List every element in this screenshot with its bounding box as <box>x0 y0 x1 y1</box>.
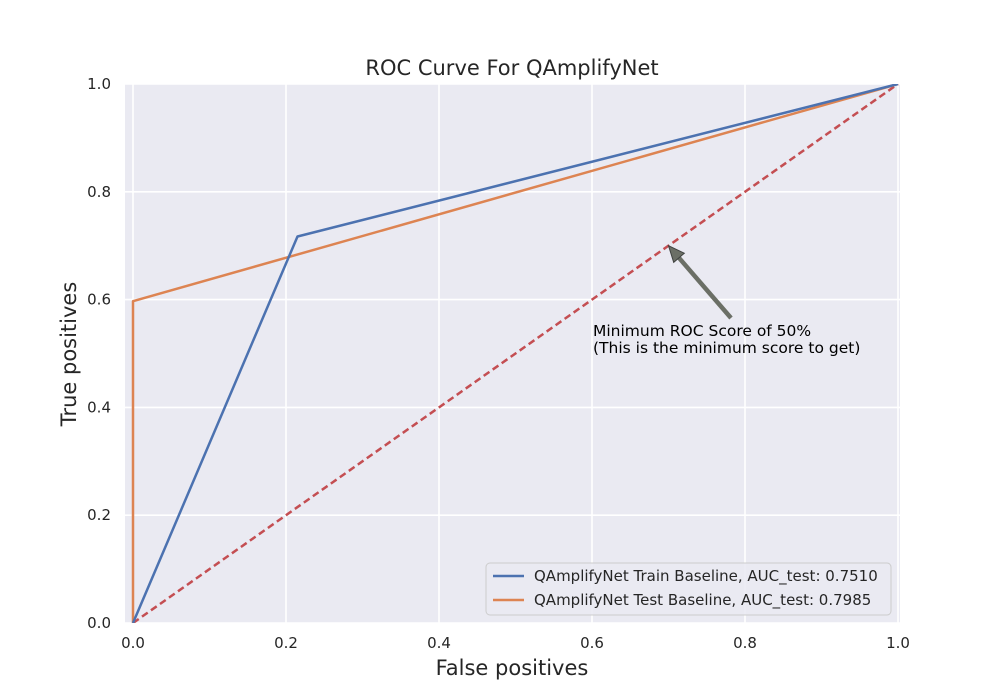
plot-background <box>125 84 900 623</box>
legend-label-test: QAmplifyNet Test Baseline, AUC_test: 0.7… <box>534 591 871 610</box>
y-tick-label: 0.8 <box>87 183 111 201</box>
annotation-line-2: (This is the minimum score to get) <box>593 339 860 357</box>
y-tick-labels: 0.0 0.2 0.4 0.6 0.8 1.0 <box>87 75 111 632</box>
x-tick-label: 0.2 <box>274 634 298 652</box>
annotation-arrow-head <box>667 244 686 264</box>
y-tick-label: 1.0 <box>87 75 111 93</box>
annotation-line-1: Minimum ROC Score of 50% <box>593 322 811 340</box>
grid <box>125 83 900 624</box>
annotation: Minimum ROC Score of 50% (This is the mi… <box>593 244 860 357</box>
x-tick-label: 0.8 <box>733 634 757 652</box>
x-tick-label: 0.0 <box>121 634 145 652</box>
y-tick-label: 0.4 <box>87 398 111 416</box>
x-tick-label: 0.4 <box>427 634 451 652</box>
y-tick-label: 0.2 <box>87 506 111 524</box>
x-tick-label: 1.0 <box>886 634 910 652</box>
x-tick-label: 0.6 <box>580 634 604 652</box>
x-axis-title: False positives <box>436 656 589 680</box>
legend: QAmplifyNet Train Baseline, AUC_test: 0.… <box>485 562 892 616</box>
series-line-test <box>131 84 899 623</box>
y-axis-title: True positives <box>57 282 81 428</box>
y-tick-label: 0.0 <box>87 614 111 632</box>
legend-box <box>485 562 892 616</box>
y-tick-label: 0.6 <box>87 291 111 309</box>
series-line-baseline <box>132 84 899 623</box>
legend-label-train: QAmplifyNet Train Baseline, AUC_test: 0.… <box>534 567 878 586</box>
series-lines <box>131 84 899 623</box>
annotation-arrow-shaft <box>677 256 733 320</box>
x-tick-labels: 0.0 0.2 0.4 0.6 0.8 1.0 <box>121 634 910 652</box>
chart-title: ROC Curve For QAmplifyNet <box>365 56 658 80</box>
series-line-train <box>131 84 899 623</box>
